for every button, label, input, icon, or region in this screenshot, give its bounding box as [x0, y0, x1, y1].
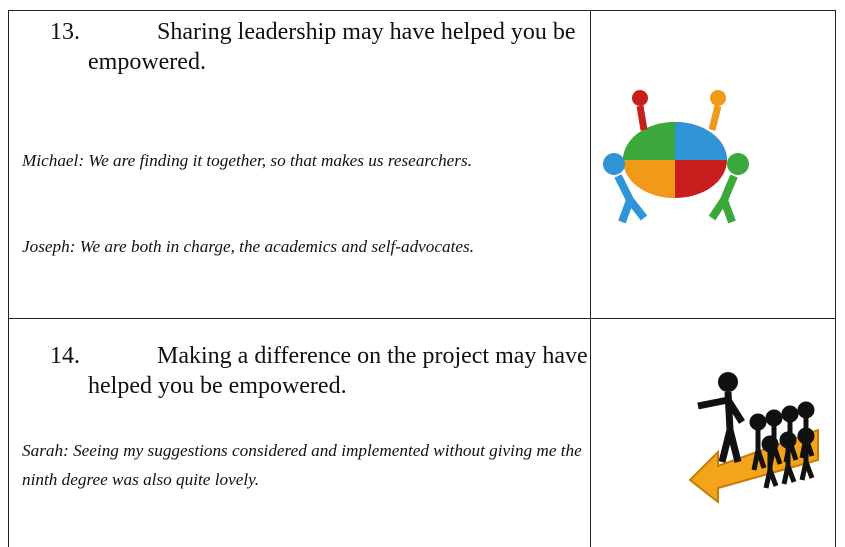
table-border: [8, 10, 836, 11]
figure-head: [603, 153, 625, 175]
row-divider: [8, 318, 836, 319]
leader-head: [718, 372, 738, 392]
followers: [749, 401, 815, 489]
item-heading: 13. Sharing leadership may have helped yo…: [50, 17, 588, 77]
item-number: 13.: [50, 19, 80, 45]
column-divider: [590, 10, 591, 547]
puzzle-piece: [675, 122, 727, 160]
figure-head: [632, 90, 648, 106]
puzzle-piece: [623, 160, 675, 198]
puzzle-illustration: [603, 90, 749, 224]
puzzle-piece: [623, 122, 675, 160]
figure-body: [614, 174, 648, 224]
quote: Joseph: We are both in charge, the acade…: [22, 237, 475, 256]
item-heading: 14. Making a difference on the project ma…: [50, 341, 588, 401]
figure-head: [727, 153, 749, 175]
item-number: 14.: [50, 343, 80, 369]
table-border: [8, 10, 9, 547]
figure-body: [708, 105, 722, 131]
item-text: Making a difference on the project may h…: [88, 343, 588, 399]
figure-body: [636, 105, 648, 131]
figure-body: [708, 174, 738, 224]
quote: Michael: We are finding it together, so …: [22, 151, 472, 170]
table-border: [835, 10, 836, 547]
figure-head: [710, 90, 726, 106]
quote: Sarah: Seeing my suggestions considered …: [22, 441, 582, 489]
item-text: Sharing leadership may have helped you b…: [88, 19, 576, 75]
leader-illustration: [688, 372, 819, 505]
leader-body: [697, 391, 745, 463]
